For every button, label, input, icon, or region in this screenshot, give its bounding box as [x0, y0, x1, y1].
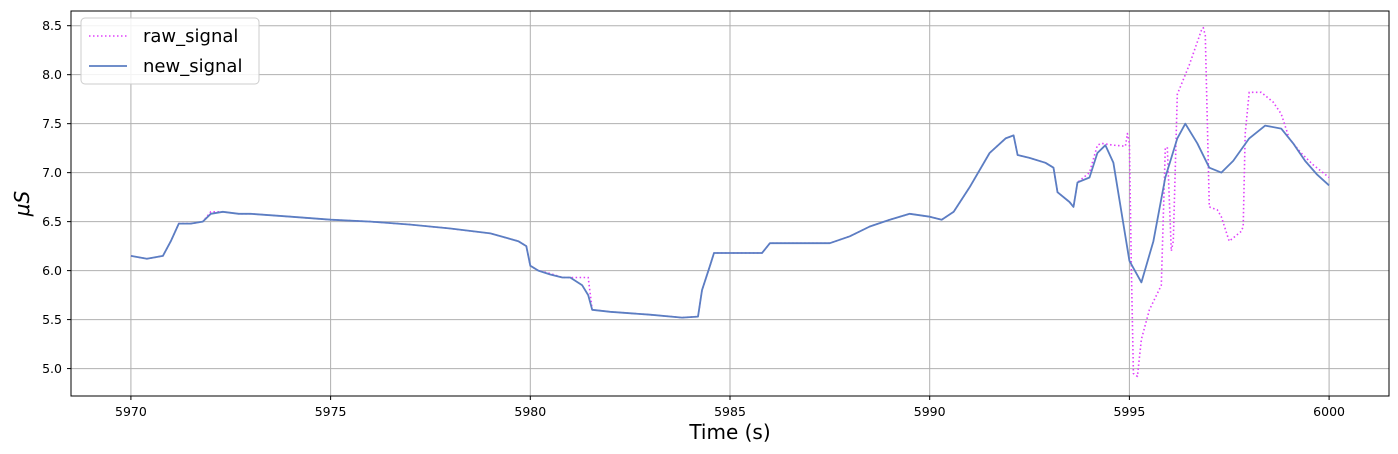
- series-layer: [130, 26, 1330, 378]
- x-tick-label: 5990: [914, 404, 946, 419]
- legend: raw_signal new_signal: [80, 17, 260, 85]
- y-tick-label: 8.5: [42, 18, 62, 33]
- y-tick-label: 7.0: [42, 165, 62, 180]
- y-tick-label: 8.0: [42, 67, 62, 82]
- ticks: 5970 5975 5980 5985 5990 5995 6000 5.0 5.5 6.0 6.5…: [42, 18, 1345, 419]
- x-tick-label: 5995: [1113, 404, 1145, 419]
- y-axis-label: μS: [10, 190, 34, 217]
- x-tick-label: 5985: [714, 404, 746, 419]
- y-tick-label: 5.0: [42, 361, 62, 376]
- legend-label: new_signal: [143, 56, 242, 77]
- y-tick-label: 7.5: [42, 116, 62, 131]
- x-tick-label: 6000: [1313, 404, 1345, 419]
- y-tick-label: 6.5: [42, 214, 62, 229]
- y-tick-label: 5.5: [42, 312, 62, 327]
- x-tick-label: 5980: [514, 404, 546, 419]
- x-tick-label: 5975: [315, 404, 347, 419]
- legend-label: raw_signal: [143, 26, 238, 47]
- grid: [71, 11, 1389, 396]
- series-line-new-signal: [130, 122, 1330, 319]
- legend-box: [80, 17, 260, 85]
- y-tick-label: 6.0: [42, 263, 62, 278]
- x-tick-label: 5970: [115, 404, 147, 419]
- x-axis-label: Time (s): [688, 420, 770, 444]
